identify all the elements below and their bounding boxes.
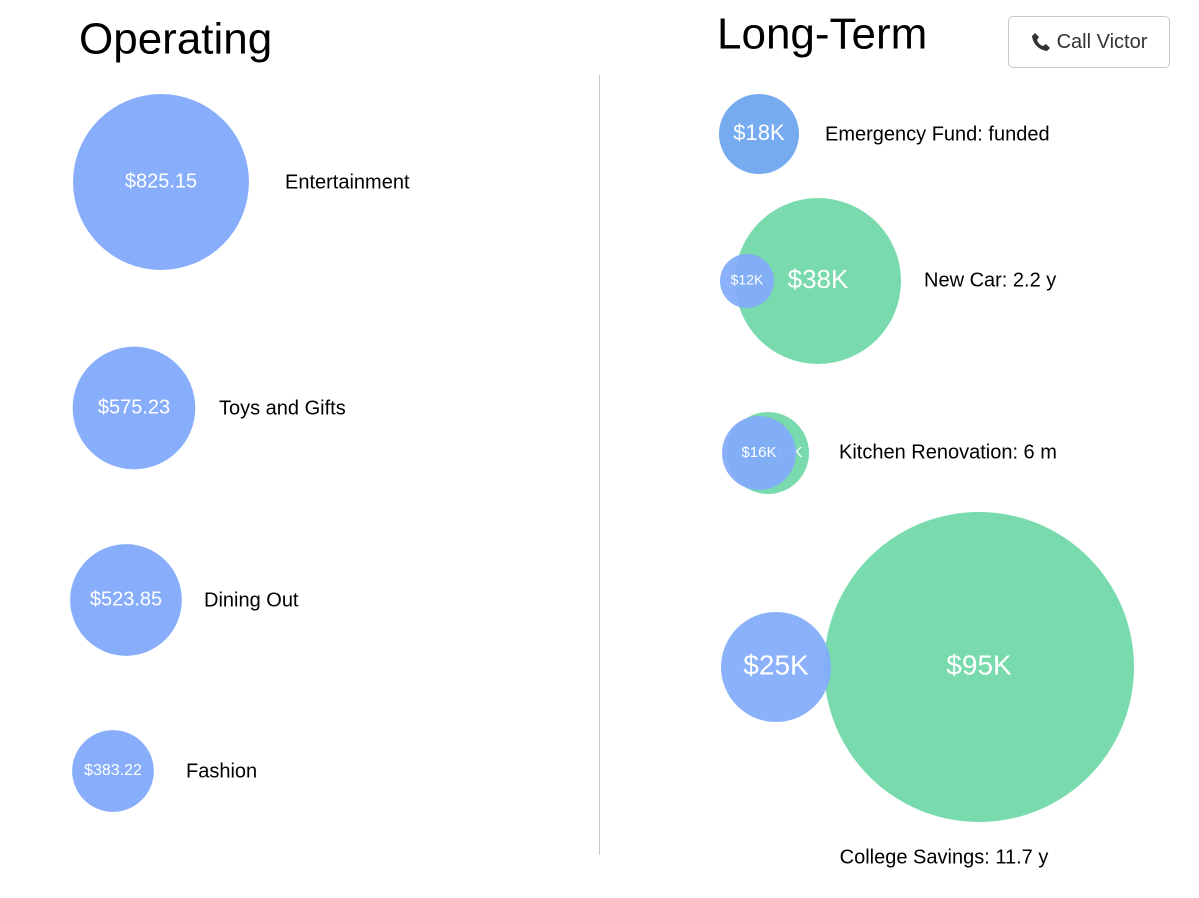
saved-amount: $16K xyxy=(741,444,776,461)
goal-amount: $38K xyxy=(788,264,849,294)
goal-amount: $95K xyxy=(946,649,1012,680)
operating-title: Operating xyxy=(79,15,272,64)
expense-amount: $825.15 xyxy=(125,170,197,192)
expense-name: Entertainment xyxy=(285,171,410,193)
saved-amount: $12K xyxy=(731,272,764,288)
saved-amount: $25K xyxy=(743,649,809,680)
expense-bubble xyxy=(70,544,182,656)
expense-bubble xyxy=(72,346,196,470)
goal-name: College Savings: 11.7 y xyxy=(840,846,1049,868)
long-term-title: Long-Term xyxy=(717,10,927,59)
saved-bubble xyxy=(721,612,831,722)
expense-amount: $383.22 xyxy=(84,762,142,779)
expense-amount: $575.23 xyxy=(98,396,170,418)
saved-bubble xyxy=(722,416,796,490)
call-button-label: Call Victor xyxy=(1056,30,1148,53)
goal-name: New Car: 2.2 y xyxy=(924,269,1056,291)
expense-name: Dining Out xyxy=(204,589,299,611)
expense-amount: $523.85 xyxy=(90,588,162,610)
phone-icon xyxy=(1031,33,1050,51)
call-button[interactable]: Call Victor xyxy=(1008,16,1170,68)
saved-bubble xyxy=(720,254,774,308)
expense-bubble xyxy=(73,94,249,270)
expense-name: Fashion xyxy=(186,760,257,782)
goal-bubble xyxy=(735,198,901,364)
saved-amount: $18K xyxy=(733,120,785,145)
goal-name: Emergency Fund: funded xyxy=(825,123,1050,145)
expense-name: Toys and Gifts xyxy=(219,397,346,419)
goal-name: Kitchen Renovation: 6 m xyxy=(839,441,1057,463)
expense-bubble xyxy=(72,730,154,812)
saved-bubble xyxy=(719,94,799,174)
goal-bubble xyxy=(824,512,1134,822)
